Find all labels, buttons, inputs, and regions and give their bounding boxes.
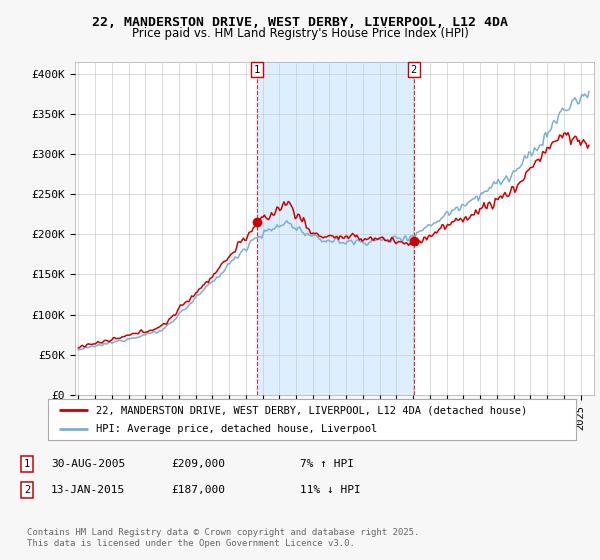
Text: 7% ↑ HPI: 7% ↑ HPI (300, 459, 354, 469)
Text: £209,000: £209,000 (171, 459, 225, 469)
Text: 22, MANDERSTON DRIVE, WEST DERBY, LIVERPOOL, L12 4DA (detached house): 22, MANDERSTON DRIVE, WEST DERBY, LIVERP… (95, 405, 527, 415)
Text: 2: 2 (411, 64, 417, 74)
Text: 1: 1 (254, 64, 260, 74)
Text: 13-JAN-2015: 13-JAN-2015 (51, 485, 125, 495)
Text: £187,000: £187,000 (171, 485, 225, 495)
Text: 1: 1 (24, 459, 30, 469)
Text: Contains HM Land Registry data © Crown copyright and database right 2025.
This d: Contains HM Land Registry data © Crown c… (27, 528, 419, 548)
Bar (257, 62, 414, 395)
Text: 2: 2 (24, 485, 30, 495)
Text: 22, MANDERSTON DRIVE, WEST DERBY, LIVERPOOL, L12 4DA: 22, MANDERSTON DRIVE, WEST DERBY, LIVERP… (92, 16, 508, 29)
Text: Price paid vs. HM Land Registry's House Price Index (HPI): Price paid vs. HM Land Registry's House … (131, 27, 469, 40)
Text: 11% ↓ HPI: 11% ↓ HPI (300, 485, 361, 495)
Text: HPI: Average price, detached house, Liverpool: HPI: Average price, detached house, Live… (95, 424, 377, 433)
Text: 30-AUG-2005: 30-AUG-2005 (51, 459, 125, 469)
